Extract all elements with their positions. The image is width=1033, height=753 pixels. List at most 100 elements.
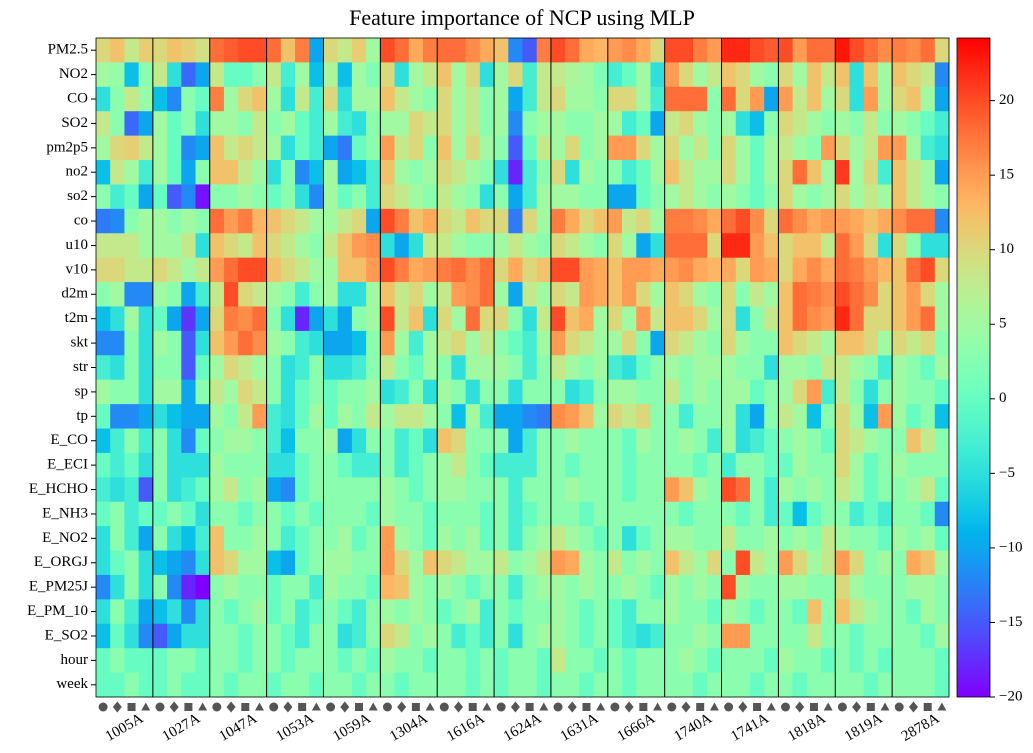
heat-cell [650, 233, 666, 259]
heat-cell [309, 111, 324, 137]
heat-cell [536, 111, 552, 137]
heat-cell [366, 86, 381, 112]
heat-cell [252, 257, 268, 283]
column-marker [596, 702, 606, 711]
heat-cell [422, 623, 438, 649]
heat-cell [721, 599, 737, 625]
heat-cell [522, 38, 538, 63]
heat-cell [821, 428, 836, 454]
heat-cell [778, 599, 794, 625]
heat-cell [622, 330, 637, 356]
heat-cell [749, 526, 765, 552]
heat-cell [195, 208, 211, 234]
heat-cell [266, 550, 282, 576]
heat-cell [408, 257, 424, 283]
heat-cell [821, 404, 836, 430]
heat-cell [437, 550, 452, 576]
heat-cell [422, 160, 438, 185]
heat-cell [408, 233, 424, 259]
heat-cell [579, 672, 595, 698]
heat-cell [465, 501, 481, 527]
heat-cell [806, 62, 822, 88]
heat-cell [323, 62, 339, 88]
heat-cell [323, 574, 339, 600]
heat-cell [849, 599, 865, 625]
heat-cell [451, 160, 467, 185]
heat-cell [351, 648, 367, 674]
heat-cell [437, 160, 452, 185]
heat-cell [579, 452, 595, 478]
heat-cell [792, 330, 808, 356]
heat-cell [366, 404, 381, 430]
heat-cell [764, 62, 779, 88]
heat-cell [508, 62, 523, 88]
heat-cell [437, 404, 452, 430]
heat-cell [266, 62, 282, 88]
heat-cell [550, 550, 566, 576]
heat-cell [821, 477, 836, 503]
heat-cell [309, 550, 324, 576]
heat-cell [110, 550, 125, 576]
heat-cell [96, 282, 111, 307]
heat-cell [835, 62, 850, 88]
heat-cell [934, 404, 950, 430]
heat-cell [678, 306, 694, 332]
heat-cell [835, 355, 850, 381]
heat-cell [778, 160, 794, 185]
y-tick-label: d2m [61, 286, 88, 302]
heat-cell [295, 672, 310, 698]
heat-cell [394, 306, 410, 332]
heat-cell [351, 86, 367, 112]
heat-cell [167, 452, 182, 478]
heat-cell [877, 379, 893, 405]
heat-cell [892, 111, 907, 137]
heat-cell [494, 38, 509, 63]
heat-cell [678, 404, 694, 430]
heat-cell [408, 282, 424, 307]
heat-cell [749, 306, 765, 332]
heat-cell [422, 672, 438, 698]
heat-cell [678, 526, 694, 552]
heat-cell [394, 38, 410, 63]
heat-cell [394, 428, 410, 454]
heat-cell [110, 672, 125, 698]
heat-cell [664, 526, 680, 552]
heat-cell [152, 648, 168, 674]
heat-cell [707, 306, 723, 332]
heat-cell [479, 477, 495, 503]
heat-cell [636, 550, 651, 576]
heat-cell [678, 477, 694, 503]
heat-cell [849, 428, 865, 454]
heat-cell [892, 648, 907, 674]
heat-cell [124, 428, 140, 454]
heat-cell [522, 160, 538, 185]
heat-cell [550, 135, 566, 161]
heat-cell [579, 184, 595, 210]
heat-cell [167, 306, 182, 332]
heat-cell [110, 452, 125, 478]
heat-cell [138, 379, 154, 405]
heat-cell [124, 282, 140, 307]
heat-cell [721, 111, 737, 137]
heat-cell [636, 379, 651, 405]
heat-cell [351, 184, 367, 210]
heat-cell [181, 38, 197, 63]
heat-cell [494, 208, 509, 234]
heat-cell [437, 86, 452, 112]
heat-cell [792, 208, 808, 234]
heat-cell [593, 574, 609, 600]
heat-cell [280, 160, 296, 185]
heat-cell [735, 257, 751, 283]
heat-cell [863, 355, 879, 381]
heat-cell [764, 111, 779, 137]
heat-cell [138, 526, 154, 552]
heat-cell [181, 135, 197, 161]
heat-cell [394, 208, 410, 234]
heat-cell [380, 599, 396, 625]
heat-cell [422, 526, 438, 552]
heat-cell [437, 599, 452, 625]
heat-cell [721, 135, 737, 161]
heat-cell [920, 501, 936, 527]
heat-cell [579, 501, 595, 527]
heat-cell [479, 501, 495, 527]
